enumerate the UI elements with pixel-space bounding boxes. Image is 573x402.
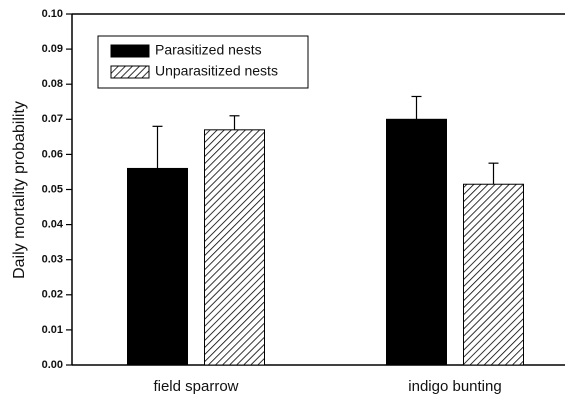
y-tick-label: 0.09: [42, 43, 63, 55]
bar: [204, 129, 265, 366]
x-tick-label: field sparrow: [153, 378, 238, 395]
bar: [463, 183, 524, 366]
y-tick-label: 0.07: [42, 113, 63, 125]
legend-label: Parasitized nests: [155, 42, 262, 58]
bar: [386, 118, 447, 366]
y-axis-label: Daily mortality probability: [11, 101, 28, 279]
y-tick-label: 0.02: [42, 289, 63, 301]
x-tick-label: indigo bunting: [408, 378, 501, 395]
y-tick-label: 0.08: [42, 78, 63, 90]
y-tick-label: 0.10: [42, 8, 63, 20]
y-tick-label: 0.03: [42, 254, 63, 266]
y-tick-label: 0.01: [42, 324, 63, 336]
y-tick-label: 0.05: [42, 183, 63, 195]
y-tick-label: 0.06: [42, 148, 63, 160]
bar: [127, 167, 188, 366]
y-tick-label: 0.04: [42, 219, 64, 231]
legend-box: [97, 35, 309, 89]
y-tick-label: 0.00: [42, 359, 63, 371]
legend-label: Unparasitized nests: [155, 63, 278, 79]
legend-swatch: [110, 65, 150, 79]
legend-swatch: [110, 44, 150, 58]
